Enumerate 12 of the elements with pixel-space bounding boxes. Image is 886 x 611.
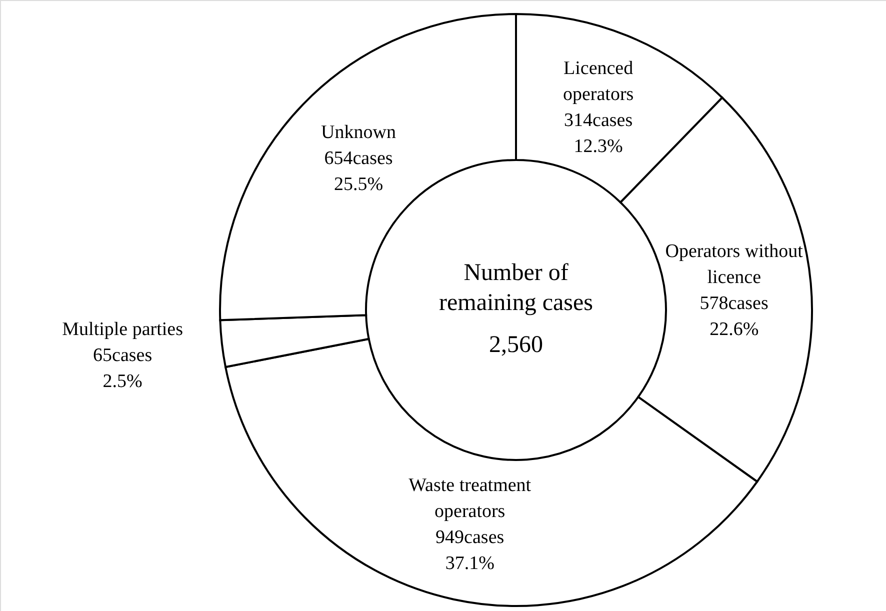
data-label: 654cases 25.5% [324, 148, 393, 195]
data-label: 949cases 37.1% [436, 527, 504, 574]
data-label: 578cases 22.6% [700, 293, 768, 340]
slice-label: Unknown [321, 122, 396, 143]
slice-label: Waste treatment operators [408, 475, 532, 522]
data-label: 65cases 2.5% [93, 345, 152, 392]
text: Number of remaining cases [439, 260, 593, 316]
data-label: 314cases 12.3% [564, 110, 633, 158]
slice-label: Operators without licence [665, 241, 804, 288]
slice-label: Multiple parties [62, 319, 183, 340]
text: 2,560 [489, 332, 543, 358]
slice-label: Licenced operators [562, 58, 634, 106]
